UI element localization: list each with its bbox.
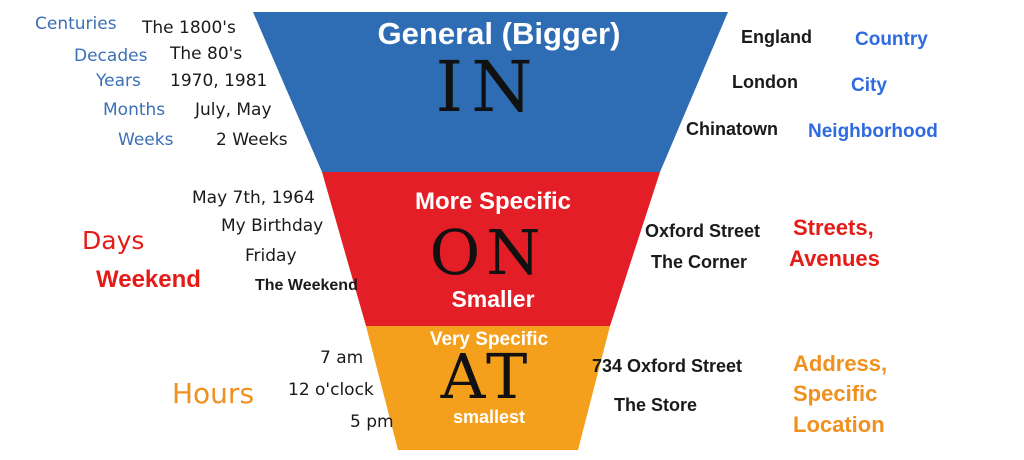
time-at-example: 12 o'clock — [288, 380, 374, 400]
funnel-segment-in — [253, 12, 728, 172]
time-in-category: Years — [96, 71, 141, 91]
time-on-example: My Birthday — [221, 216, 324, 236]
place-in-category: Country — [855, 29, 928, 50]
in-title: General (Bigger) — [377, 16, 621, 51]
at-preposition: AT — [440, 340, 532, 413]
place-in-example: London — [732, 72, 798, 92]
time-on-category: Weekend — [96, 266, 201, 293]
time-in-example: July, May — [195, 100, 272, 120]
time-in-example: The 1800's — [142, 18, 236, 38]
funnel-segment-at — [366, 326, 610, 450]
time-on-example: The Weekend — [255, 277, 358, 294]
time-on-example: Friday — [245, 246, 297, 266]
on-subtitle: Smaller — [451, 286, 535, 312]
time-in-category: Months — [103, 100, 166, 120]
at-title: Very Specific — [429, 329, 549, 350]
place-at-category: Specific — [793, 381, 878, 406]
time-in-example: 1970, 1981 — [170, 71, 268, 91]
time-in-category: Weeks — [118, 130, 174, 150]
time-on-category: Days — [82, 226, 145, 255]
time-at-example: 5 pm — [350, 412, 394, 432]
place-in-example: Chinatown — [686, 119, 778, 139]
time-in-example: 2 Weeks — [216, 130, 288, 150]
time-in-category: Centuries — [35, 14, 117, 34]
place-at-category: Address, — [793, 351, 888, 376]
time-at-example: 7 am — [320, 348, 364, 368]
place-on-category: Streets, — [793, 215, 874, 240]
funnel-segment-on — [322, 172, 660, 326]
place-in-category: City — [851, 75, 887, 96]
time-in-example: The 80's — [170, 44, 243, 64]
place-at-category: Location — [793, 412, 885, 437]
on-preposition: ON — [429, 216, 547, 289]
time-on-example: May 7th, 1964 — [192, 188, 315, 208]
place-on-category: Avenues — [789, 246, 880, 271]
place-in-category: Neighborhood — [808, 121, 938, 142]
in-preposition: IN — [435, 46, 541, 128]
place-at-example: 734 Oxford Street — [592, 356, 743, 376]
place-at-example: The Store — [614, 395, 698, 415]
time-at-category: Hours — [172, 377, 255, 410]
time-in-category: Decades — [74, 46, 148, 66]
place-on-example: The Corner — [651, 252, 748, 272]
place-on-example: Oxford Street — [645, 221, 761, 241]
on-title: More Specific — [414, 188, 572, 215]
at-subtitle: smallest — [452, 407, 526, 427]
place-in-example: England — [741, 27, 812, 47]
